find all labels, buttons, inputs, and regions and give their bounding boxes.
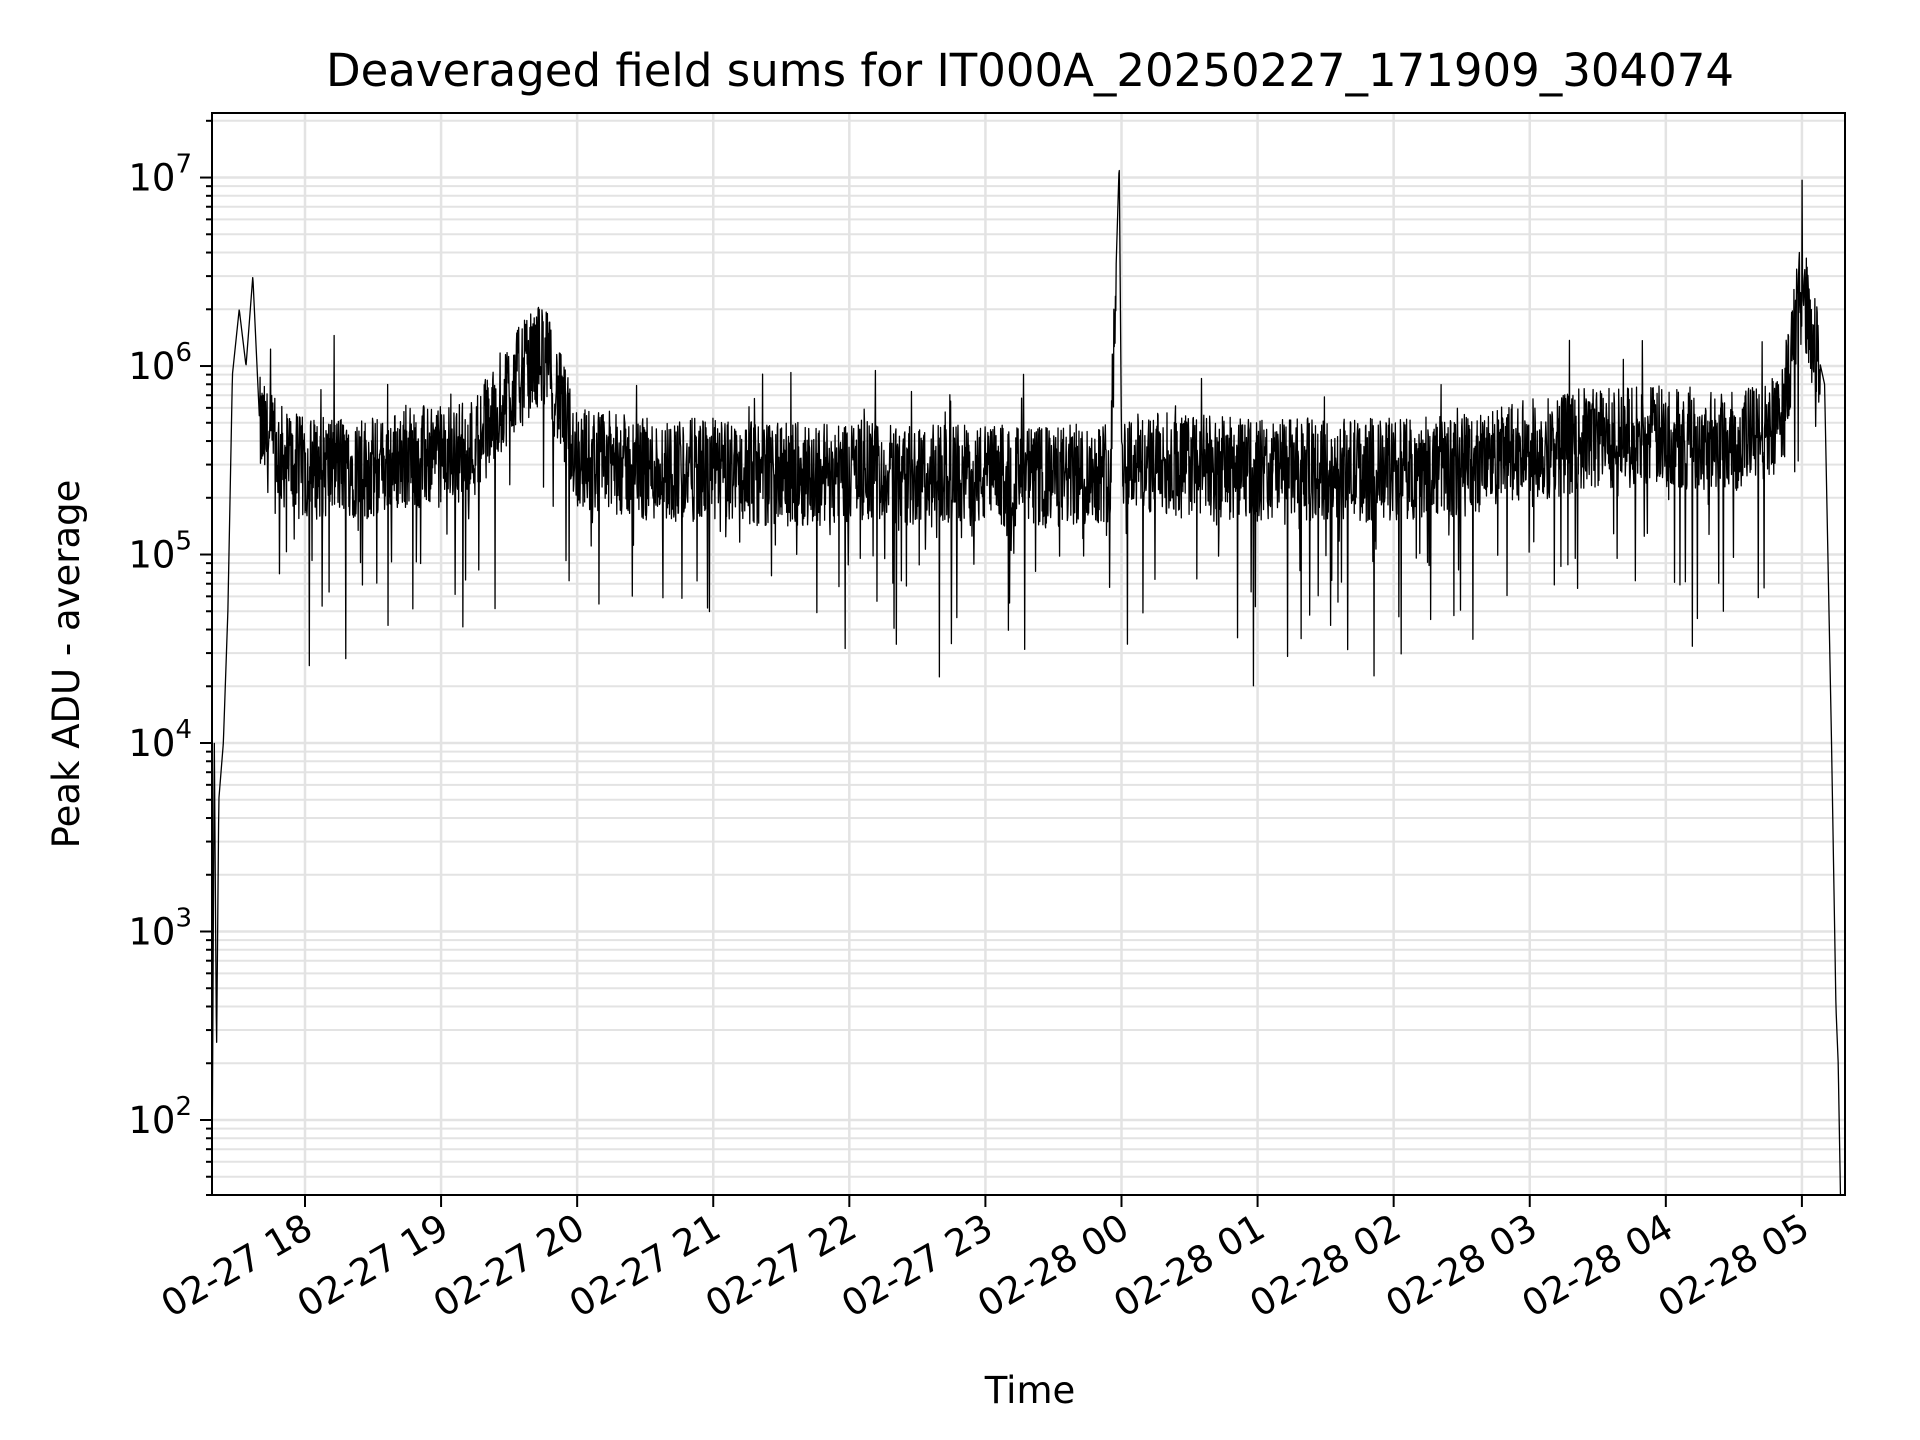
chart-title: Deaveraged field sums for IT000A_2025022… xyxy=(326,44,1734,97)
x-tick-label: 02-28 03 xyxy=(1379,1206,1545,1326)
series-layer xyxy=(211,169,1842,1196)
y-tick-label: 104 xyxy=(128,715,192,765)
series-line xyxy=(211,169,1842,1196)
x-tick-label: 02-28 05 xyxy=(1651,1206,1817,1326)
x-tick-label: 02-28 04 xyxy=(1515,1206,1681,1326)
x-tick-label: 02-27 18 xyxy=(154,1206,320,1326)
x-tick-label: 02-28 02 xyxy=(1243,1206,1409,1326)
y-tick-label: 103 xyxy=(128,904,192,954)
x-tick-label: 02-28 00 xyxy=(970,1206,1136,1326)
x-tick-label: 02-27 22 xyxy=(698,1206,864,1326)
x-axis-label: Time xyxy=(984,1369,1076,1412)
y-tick-label: 105 xyxy=(128,527,192,577)
grid xyxy=(212,113,1845,1196)
x-tick-label: 02-27 19 xyxy=(290,1206,456,1326)
y-tick-label: 107 xyxy=(128,150,192,200)
x-tick-label: 02-27 21 xyxy=(562,1206,728,1326)
x-tick-label: 02-28 01 xyxy=(1107,1206,1273,1326)
y-tick-label: 106 xyxy=(128,338,192,388)
y-axis-label: Peak ADU - average xyxy=(45,480,88,849)
y-tick-label: 102 xyxy=(128,1092,192,1142)
x-tick-label: 02-27 20 xyxy=(426,1206,592,1326)
x-tick-label: 02-27 23 xyxy=(834,1206,1000,1326)
